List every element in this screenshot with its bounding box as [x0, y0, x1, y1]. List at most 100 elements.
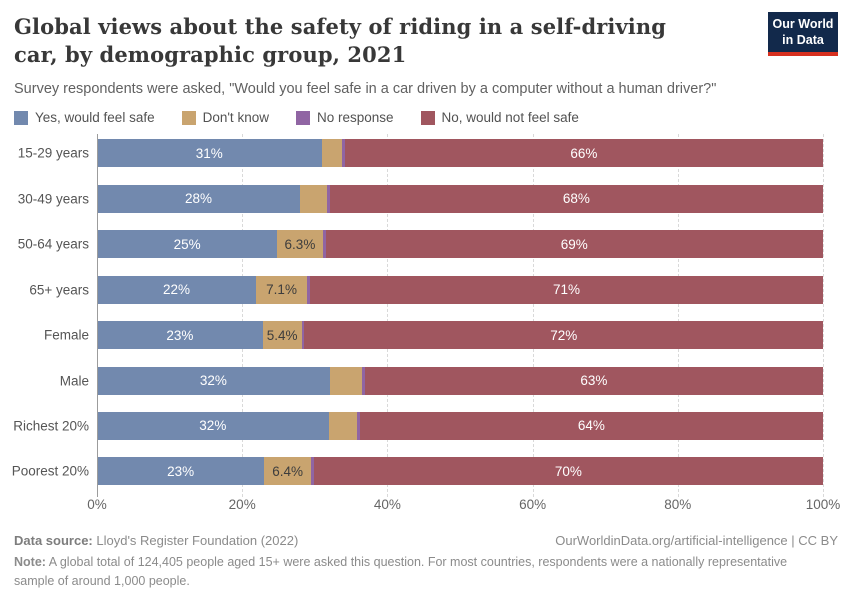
bar-segment-yes[interactable]: 23%: [97, 457, 265, 486]
x-tick-label: 80%: [664, 497, 692, 513]
bar-segment-dont_know[interactable]: 6.3%: [277, 230, 323, 259]
stacked-bar[interactable]: 31% 66%: [97, 139, 823, 168]
stacked-bar[interactable]: 25% 6.3% 69%: [97, 230, 823, 259]
bar-segment-yes[interactable]: 28%: [97, 184, 301, 213]
bar-segment-yes[interactable]: 32%: [97, 366, 330, 395]
legend-item-dont-know[interactable]: Don't know: [181, 110, 269, 125]
bar-segment-no[interactable]: 64%: [359, 411, 823, 440]
legend: Yes, would feel safe Don't know No respo…: [14, 110, 838, 125]
chart-footer: Data source: Lloyd's Register Foundation…: [14, 533, 838, 589]
bar-segment-no_response[interactable]: [326, 184, 330, 213]
y-axis-line: [97, 134, 98, 498]
bar-value-label: 70%: [554, 463, 582, 479]
x-tick-label: 40%: [373, 497, 401, 513]
gridline-40: [387, 134, 389, 498]
gridline-20: [242, 134, 244, 498]
category-label: 30-49 years: [17, 191, 89, 207]
stacked-bar[interactable]: 23% 6.4% 70%: [97, 457, 823, 486]
legend-item-no[interactable]: No, would not feel safe: [420, 110, 579, 126]
bar-row: Poorest 20% 23% 6.4% 70%: [12, 457, 823, 486]
bar-segment-dont_know[interactable]: 5.4%: [262, 321, 302, 350]
bar-value-label: 22%: [162, 282, 190, 298]
bar-segment-no[interactable]: 71%: [310, 275, 823, 304]
note-label: Note:: [14, 555, 46, 570]
bar-row: Richest 20% 32% 64%: [13, 411, 823, 440]
bar-segment-dont_know[interactable]: [329, 366, 362, 395]
bar-segment-yes[interactable]: 25%: [97, 230, 278, 259]
bar-segment-dont_know[interactable]: 7.1%: [255, 275, 308, 304]
bar-segment-no[interactable]: 63%: [364, 366, 823, 395]
category-label: Male: [59, 373, 89, 389]
bar-value-label: 72%: [550, 327, 578, 343]
owid-logo[interactable]: Our World in Data: [768, 12, 838, 56]
stacked-bar[interactable]: 32% 64%: [97, 411, 823, 440]
bar-value-label: 68%: [562, 191, 590, 207]
bar-row: 15-29 years 31% 66%: [18, 139, 823, 168]
bar-segment-yes[interactable]: 22%: [97, 275, 256, 304]
stacked-bar[interactable]: 23% 5.4% 72%: [97, 321, 823, 350]
chart-subtitle: Survey respondents were asked, "Would yo…: [14, 81, 717, 98]
stacked-bar[interactable]: 28% 68%: [97, 184, 823, 213]
bar-value-label: 32%: [199, 418, 227, 434]
stacked-bar[interactable]: 32% 63%: [97, 366, 823, 395]
bar-segment-no_response[interactable]: [322, 230, 326, 259]
bar-value-label: 25%: [173, 236, 201, 252]
bar-segment-no[interactable]: 72%: [304, 321, 823, 350]
owid-logo-line2: in Data: [782, 33, 824, 47]
bar-value-label: 6.4%: [272, 463, 303, 479]
bar-row: 65+ years 22% 7.1% 71%: [29, 275, 823, 304]
bar-segment-yes[interactable]: 31%: [97, 139, 322, 168]
chart-title: Global views about the safety of riding …: [14, 14, 667, 67]
bar-row: Female 23% 5.4% 72%: [44, 321, 823, 350]
bar-segment-dont_know[interactable]: [300, 184, 327, 213]
bar-segment-no_response[interactable]: [361, 366, 365, 395]
gridline-100: [823, 134, 824, 498]
bar-segment-no[interactable]: 69%: [325, 230, 823, 259]
x-tick-label: 100%: [805, 497, 841, 513]
bar-segment-no_response[interactable]: [301, 321, 305, 350]
data-source-label: Data source:: [14, 533, 93, 549]
data-source-value: Lloyd's Register Foundation (2022): [92, 533, 299, 549]
bar-segment-yes[interactable]: 23%: [97, 321, 263, 350]
bar-segment-dont_know[interactable]: [321, 139, 342, 168]
bar-value-label: 23%: [166, 327, 194, 343]
bar-segment-no[interactable]: 70%: [313, 457, 823, 486]
bar-segment-dont_know[interactable]: 6.4%: [264, 457, 311, 486]
x-tick-label: 20%: [228, 497, 256, 513]
category-label: Poorest 20%: [11, 463, 89, 479]
stacked-bar-chart: 15-29 years 31% 66% 30-49 years 28% 68% 50…: [12, 134, 841, 519]
x-tick-label: 60%: [519, 497, 547, 513]
bar-segment-no[interactable]: 68%: [329, 184, 823, 213]
bar-segment-no_response[interactable]: [307, 275, 311, 304]
bar-value-label: 5.4%: [266, 327, 298, 343]
legend-label: No response: [316, 110, 394, 126]
bar-row: 30-49 years 28% 68%: [18, 184, 823, 213]
legend-swatch-icon: [14, 110, 28, 125]
legend-swatch-icon: [181, 110, 196, 125]
bar-value-label: 23%: [167, 463, 195, 479]
bar-segment-no[interactable]: 66%: [344, 139, 823, 168]
bar-value-label: 71%: [553, 282, 581, 298]
stacked-bar[interactable]: 22% 7.1% 71%: [97, 275, 823, 304]
category-label: Richest 20%: [13, 418, 89, 434]
bar-segment-no_response[interactable]: [341, 139, 345, 168]
legend-label: No, would not feel safe: [441, 110, 579, 126]
bar-segment-no_response[interactable]: [356, 411, 360, 440]
bar-value-label: 32%: [199, 373, 227, 389]
data-source: Data source: Lloyd's Register Foundation…: [14, 533, 298, 548]
legend-swatch-icon: [420, 110, 435, 125]
owid-link[interactable]: OurWorldinData.org/artificial-intelligen…: [555, 533, 838, 549]
plot-area: 15-29 years 31% 66% 30-49 years 28% 68% 50…: [12, 134, 824, 498]
bar-value-label: 64%: [577, 418, 605, 434]
legend-item-yes[interactable]: Yes, would feel safe: [14, 110, 155, 125]
chart-note: Note: A global total of 124,405 people a…: [14, 553, 824, 589]
bar-value-label: 31%: [195, 145, 223, 161]
legend-label: Yes, would feel safe: [35, 110, 155, 126]
bar-row: Male 32% 63%: [60, 366, 823, 395]
bar-segment-yes[interactable]: 32%: [97, 411, 329, 440]
legend-item-no-response[interactable]: No response: [295, 110, 394, 126]
bar-value-label: 6.3%: [284, 236, 316, 252]
bar-value-label: 63%: [580, 373, 608, 389]
bar-segment-no_response[interactable]: [310, 457, 314, 486]
bar-segment-dont_know[interactable]: [328, 411, 357, 440]
